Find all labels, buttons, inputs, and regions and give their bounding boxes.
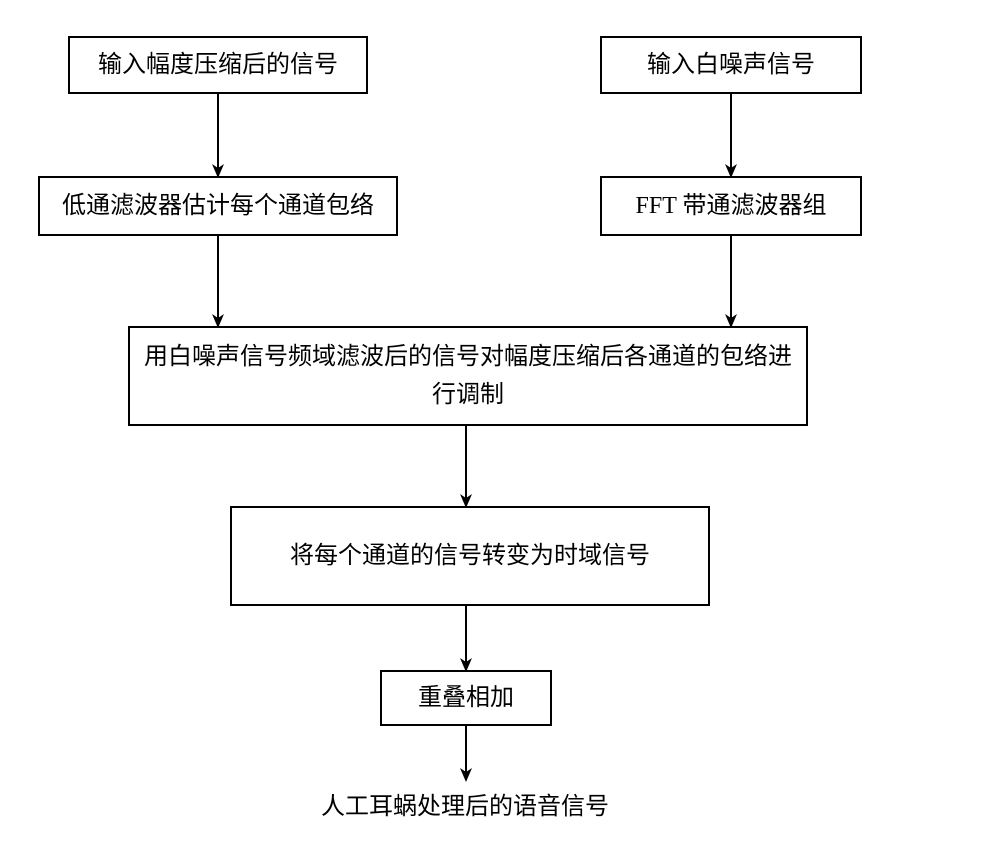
node-label: 用白噪声信号频域滤波后的信号对幅度压缩后各通道的包络进行调制 [142,338,794,415]
node-label: 低通滤波器估计每个通道包络 [62,187,374,225]
node-label: 输入幅度压缩后的信号 [98,46,338,84]
node-label: 重叠相加 [418,679,514,717]
flowchart-node-n6: 将每个通道的信号转变为时域信号 [230,506,710,606]
flowchart-node-n8: 人工耳蜗处理后的语音信号 [272,780,658,834]
node-label: 人工耳蜗处理后的语音信号 [321,788,609,826]
node-label: FFT 带通滤波器组 [636,187,827,225]
flowchart-node-n5: 用白噪声信号频域滤波后的信号对幅度压缩后各通道的包络进行调制 [128,326,808,426]
node-label: 将每个通道的信号转变为时域信号 [290,537,650,575]
node-label: 输入白噪声信号 [647,46,815,84]
flowchart-node-n7: 重叠相加 [380,670,552,726]
flowchart-node-n2: 输入白噪声信号 [600,36,862,94]
flowchart-node-n3: 低通滤波器估计每个通道包络 [38,176,398,236]
flowchart-node-n1: 输入幅度压缩后的信号 [68,36,368,94]
flowchart-canvas: 输入幅度压缩后的信号 输入白噪声信号低通滤波器估计每个通道包络 FFT 带通滤波器组… [0,0,1000,841]
flowchart-node-n4: FFT 带通滤波器组 [600,176,862,236]
